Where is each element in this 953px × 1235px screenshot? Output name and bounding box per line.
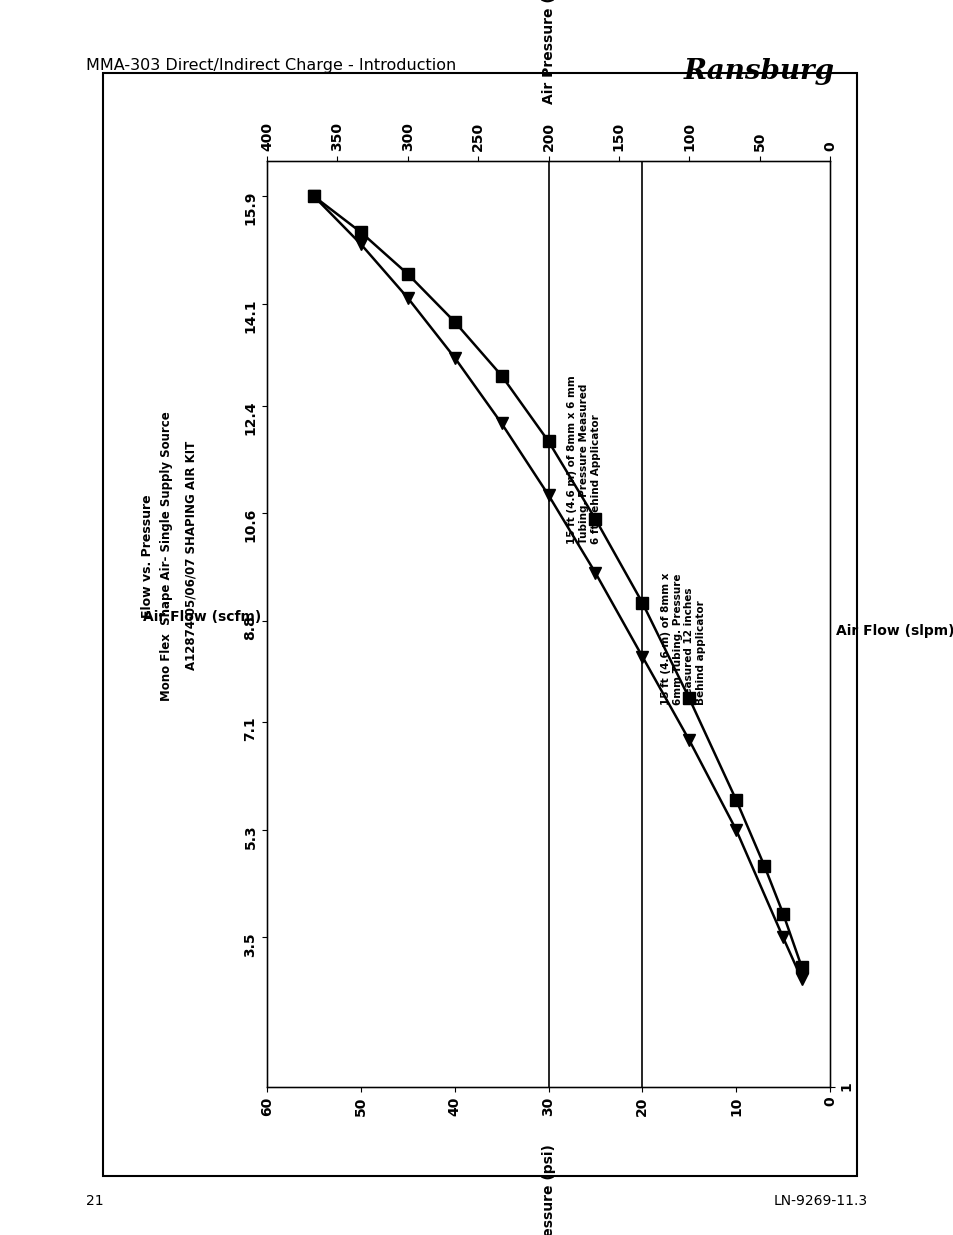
Text: 15 ft (4.6 m) of 8mm x
6mm Tubing. Pressure
Measured 12 inches
Behind applicator: 15 ft (4.6 m) of 8mm x 6mm Tubing. Press… (660, 572, 705, 705)
Text: Flow vs. Pressure: Flow vs. Pressure (141, 494, 154, 618)
Y-axis label: Air Flow (slpm): Air Flow (slpm) (835, 624, 953, 637)
Text: A12874-05/06/07 SHAPING AIR KIT: A12874-05/06/07 SHAPING AIR KIT (184, 441, 197, 671)
Text: 15 ft (4.6 m) of 8mm x 6 mm
Tubing. Pressure Measured
6 ft Behind Applicator: 15 ft (4.6 m) of 8mm x 6 mm Tubing. Pres… (567, 375, 599, 543)
X-axis label: Air Pressure (kPa): Air Pressure (kPa) (541, 0, 555, 104)
Text: MMA-303 Direct/Indirect Charge - Introduction: MMA-303 Direct/Indirect Charge - Introdu… (86, 58, 456, 73)
Text: 21: 21 (86, 1194, 103, 1208)
X-axis label: Air Pressure (psi): Air Pressure (psi) (541, 1144, 555, 1235)
Text: Mono Flex  Shape Air- Single Supply Source: Mono Flex Shape Air- Single Supply Sourc… (160, 411, 173, 700)
Text: Ransburg: Ransburg (683, 58, 834, 85)
Text: LN-9269-11.3: LN-9269-11.3 (773, 1194, 867, 1208)
Y-axis label: Air Flow (scfm): Air Flow (scfm) (142, 610, 260, 624)
